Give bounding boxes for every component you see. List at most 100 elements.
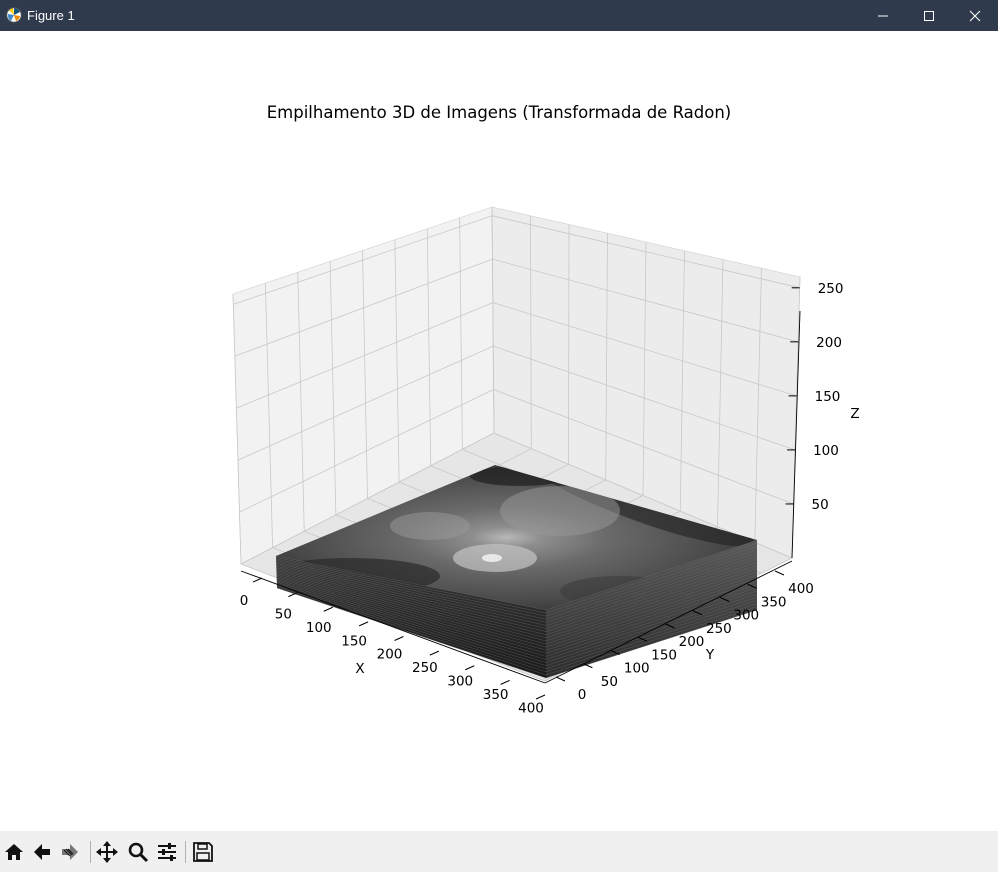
x-tick-label: 400 xyxy=(518,700,544,716)
x-tick-mark xyxy=(535,694,546,700)
grid-line xyxy=(568,224,570,465)
grid-line xyxy=(362,250,368,499)
y-tick-label: 350 xyxy=(761,594,787,610)
x-tick-label: 100 xyxy=(306,620,332,636)
slice-edge xyxy=(276,574,547,651)
grid-line xyxy=(232,293,242,565)
x-axis-line xyxy=(240,570,546,684)
grid-line xyxy=(605,233,608,480)
grid-line xyxy=(264,283,274,548)
grid-line xyxy=(492,302,797,397)
grid-line xyxy=(642,241,647,496)
slice-edge xyxy=(545,562,758,632)
grid-line xyxy=(233,215,493,305)
slice-edge xyxy=(276,568,547,638)
stack-right-side xyxy=(546,540,757,678)
x-axis-ticks: 0 50 100 150 200 250 300 350 400 xyxy=(240,570,546,716)
slice-edge xyxy=(276,560,547,620)
x-tick-mark xyxy=(429,650,440,656)
back-button[interactable] xyxy=(29,839,55,865)
minimize-button[interactable] xyxy=(860,0,906,31)
save-button[interactable] xyxy=(190,839,216,865)
slice-edge xyxy=(545,568,758,638)
maximize-button[interactable] xyxy=(906,0,952,31)
grid-line xyxy=(491,215,800,289)
y-tick-label: 200 xyxy=(679,634,705,650)
y-tick-label: 50 xyxy=(601,674,618,690)
slice-edge xyxy=(545,603,758,672)
slice-edge xyxy=(545,552,758,623)
slice-edge xyxy=(276,580,547,663)
slice-edge xyxy=(276,573,547,648)
slice-edge xyxy=(276,579,547,660)
window-titlebar: Figure 1 xyxy=(0,0,998,31)
grid-line xyxy=(459,217,463,450)
pan-button[interactable] xyxy=(94,839,120,865)
grid-line xyxy=(234,258,493,357)
y-tick-label: 100 xyxy=(624,661,650,677)
maximize-icon xyxy=(924,10,934,21)
slice-edge xyxy=(545,565,758,635)
forward-icon xyxy=(62,844,78,860)
slice-edge xyxy=(276,587,547,679)
close-button[interactable] xyxy=(952,0,998,31)
y-tick-mark xyxy=(555,676,566,682)
forward-button[interactable] xyxy=(57,839,83,865)
slice-edge xyxy=(545,571,758,642)
slice-edge xyxy=(276,586,547,676)
y-tick-mark xyxy=(747,583,757,589)
x-tick-mark xyxy=(358,621,369,627)
slice-edge xyxy=(276,584,547,672)
x-tick-label: 350 xyxy=(483,687,509,703)
x-tick-mark xyxy=(288,592,298,598)
z-axis-label: Z xyxy=(850,406,859,422)
grid-line xyxy=(297,272,305,532)
figure-canvas[interactable]: Empilhamento 3D de Imagens (Transformada… xyxy=(0,31,998,831)
x-tick-label: 300 xyxy=(447,674,473,690)
navigation-toolbar xyxy=(0,831,998,872)
back-icon xyxy=(34,844,50,860)
zoom-button[interactable] xyxy=(125,839,151,865)
grid-line xyxy=(329,261,337,515)
slice-edge xyxy=(545,555,758,626)
slice-edge xyxy=(545,558,758,629)
configure-subplots-icon xyxy=(158,843,176,861)
z-tick-label: 200 xyxy=(816,335,842,351)
slice-edge xyxy=(545,606,758,676)
y-tick-label: 0 xyxy=(578,687,587,703)
slice-edge xyxy=(545,546,758,617)
x-tick-mark xyxy=(323,606,333,612)
y-tick-mark xyxy=(637,636,648,642)
z-axis-line xyxy=(791,310,801,559)
slice-edge xyxy=(545,549,758,620)
zoom-icon xyxy=(128,842,149,863)
slice-edge xyxy=(545,609,758,679)
grid-line xyxy=(491,206,495,434)
slice-edge xyxy=(276,558,547,617)
grid-line xyxy=(236,302,493,409)
y-tick-mark xyxy=(774,570,785,576)
x-tick-label: 250 xyxy=(412,660,438,676)
y-tick-label: 250 xyxy=(706,621,732,637)
y-tick-mark xyxy=(610,650,620,655)
chart-title: Empilhamento 3D de Imagens (Transformada… xyxy=(266,103,732,122)
slice-edge xyxy=(276,557,547,614)
x-tick-label: 150 xyxy=(341,633,367,649)
slice-edge xyxy=(276,566,547,632)
slice-edge xyxy=(276,563,547,626)
slice-edge xyxy=(545,600,758,669)
x-tick-label: 200 xyxy=(377,647,403,663)
y-tick-mark xyxy=(720,597,730,602)
z-tick-label: 150 xyxy=(815,389,841,405)
y-tick-mark xyxy=(665,623,675,629)
slice-edge xyxy=(545,590,758,660)
home-button[interactable] xyxy=(1,839,27,865)
grid-line xyxy=(394,239,400,483)
configure-subplots-button[interactable] xyxy=(154,839,180,865)
slice-edge xyxy=(545,578,758,648)
x-tick-mark xyxy=(500,679,510,685)
grid-line xyxy=(754,268,762,543)
slice-edge xyxy=(545,587,758,657)
